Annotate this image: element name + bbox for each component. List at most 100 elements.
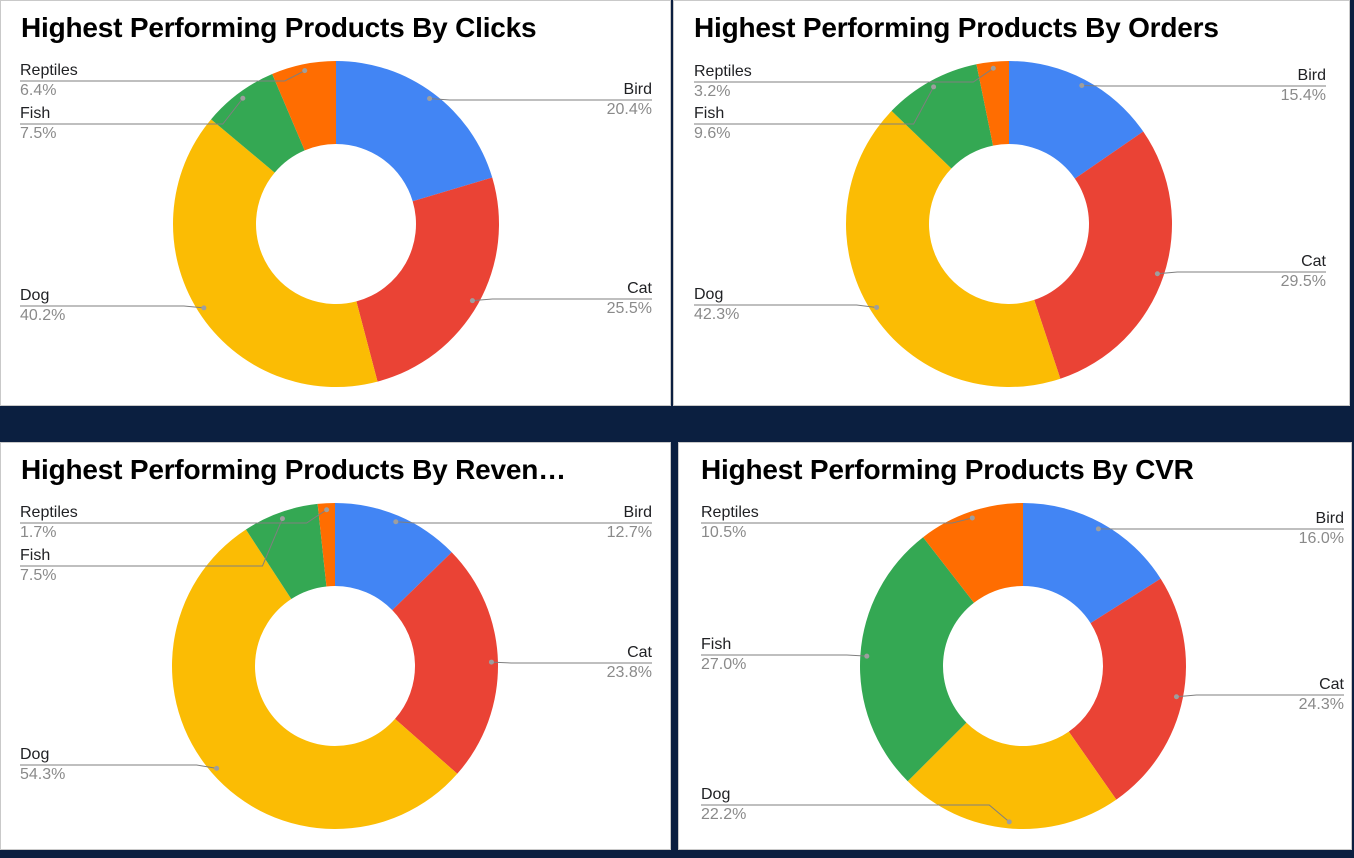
percent-label: 1.7%	[20, 524, 56, 541]
category-label: Dog	[20, 287, 49, 304]
category-label: Dog	[20, 746, 49, 763]
leader-dot	[1095, 526, 1101, 532]
leader-line	[472, 298, 652, 302]
label-reptiles: Reptiles 1.7%	[20, 504, 330, 541]
category-label: Cat	[627, 280, 652, 297]
donut-chart-clicks: Bird 20.4% Cat 25.5% Dog 40.2% Fish 7.5% Reptile…	[20, 61, 653, 388]
leader-line	[20, 509, 327, 524]
label-fish: Fish 27.0%	[701, 636, 870, 673]
category-label: Fish	[694, 105, 724, 122]
chart-title: Highest Performing Products By CVR	[701, 454, 1194, 485]
category-label: Cat	[1301, 253, 1326, 270]
leader-dot	[240, 95, 246, 101]
leader-dot	[279, 516, 285, 522]
leader-dot	[302, 68, 308, 74]
percent-label: 29.5%	[1281, 273, 1326, 290]
category-label: Bird	[624, 504, 652, 521]
category-label: Fish	[20, 105, 50, 122]
leader-dot	[214, 765, 220, 771]
leader-dot	[1079, 82, 1085, 88]
leader-dot	[864, 653, 870, 659]
leader-line	[701, 654, 867, 657]
leader-line	[694, 86, 935, 125]
slice-cat	[356, 177, 500, 382]
leader-dot	[874, 304, 880, 310]
chart-title: Highest Performing Products By Clicks	[21, 12, 537, 43]
label-fish: Fish 7.5%	[20, 516, 285, 584]
label-dog: Dog 22.2%	[701, 786, 1012, 825]
donut-chart-orders: Bird 15.4% Cat 29.5% Dog 42.3% Fish 9.6% Reptile…	[694, 61, 1327, 387]
chart-panel-cvr: Highest Performing Products By CVR Bird 1…	[678, 442, 1352, 850]
slice-bird	[336, 61, 493, 202]
label-fish: Fish 7.5%	[20, 95, 246, 142]
leader-dot	[201, 305, 207, 311]
chart-title: Highest Performing Products By Orders	[694, 12, 1219, 43]
leader-line	[395, 521, 652, 524]
percent-label: 25.5%	[607, 300, 652, 317]
leader-dot	[990, 65, 996, 71]
leader-line	[20, 70, 305, 82]
slice-cat	[392, 552, 498, 774]
label-dog: Dog 54.3%	[20, 746, 220, 783]
label-reptiles: Reptiles 10.5%	[701, 504, 975, 541]
slice-cat	[1034, 131, 1172, 379]
category-label: Bird	[624, 81, 652, 98]
category-label: Dog	[694, 286, 723, 303]
leader-dot	[324, 507, 330, 513]
category-label: Fish	[20, 547, 50, 564]
category-label: Bird	[1298, 67, 1326, 84]
percent-label: 3.2%	[694, 83, 730, 100]
category-label: Reptiles	[20, 504, 78, 521]
leader-line	[20, 764, 217, 769]
label-bird: Bird 15.4%	[1079, 67, 1326, 104]
leader-line	[701, 804, 1010, 823]
percent-label: 22.2%	[701, 806, 746, 823]
label-bird: Bird 12.7%	[393, 504, 652, 541]
slice-fish	[211, 74, 305, 173]
category-label: Cat	[627, 644, 652, 661]
leader-line	[491, 661, 652, 664]
percent-label: 42.3%	[694, 306, 739, 323]
leader-dot	[1173, 694, 1179, 700]
leader-dot	[1006, 819, 1012, 825]
category-label: Fish	[701, 636, 731, 653]
label-dog: Dog 40.2%	[20, 287, 207, 324]
slice-dog	[171, 529, 458, 829]
leader-line	[694, 67, 994, 83]
label-cat: Cat 24.3%	[1173, 676, 1345, 713]
label-cat: Cat 29.5%	[1154, 253, 1327, 290]
percent-label: 40.2%	[20, 307, 65, 324]
slice-fish	[860, 537, 974, 782]
percent-label: 12.7%	[607, 524, 652, 541]
leader-line	[694, 304, 877, 308]
slice-dog	[846, 110, 1061, 387]
chart-panel-clicks: Highest Performing Products By Clicks Bi…	[0, 0, 671, 406]
slice-dog	[173, 119, 378, 388]
leader-line	[1157, 271, 1326, 275]
leader-line	[701, 517, 973, 524]
percent-label: 23.8%	[607, 664, 652, 681]
slice-bird	[335, 503, 452, 611]
label-cat: Cat 23.8%	[488, 644, 653, 681]
category-label: Cat	[1319, 676, 1344, 693]
chart-panel-revenue: Highest Performing Products By Reven… Bi…	[0, 442, 671, 850]
leader-line	[429, 98, 652, 101]
percent-label: 9.6%	[694, 125, 730, 142]
category-label: Reptiles	[694, 63, 752, 80]
slice-reptiles	[976, 61, 1009, 146]
label-bird: Bird 20.4%	[427, 81, 652, 118]
slice-cat	[1068, 578, 1186, 800]
donut-chart-cvr: Bird 16.0% Cat 24.3% Dog 22.2% Fish 27.0% Reptil…	[701, 503, 1345, 829]
slice-dog	[907, 722, 1117, 829]
slice-reptiles	[272, 61, 336, 151]
slice-reptiles	[317, 503, 335, 587]
percent-label: 10.5%	[701, 524, 746, 541]
slice-fish	[245, 503, 327, 599]
label-reptiles: Reptiles 3.2%	[694, 63, 996, 100]
slice-bird	[1009, 61, 1144, 179]
percent-label: 15.4%	[1281, 87, 1326, 104]
category-label: Reptiles	[701, 504, 759, 521]
percent-label: 20.4%	[607, 101, 652, 118]
label-bird: Bird 16.0%	[1095, 510, 1344, 547]
donut-chart-revenue: Bird 12.7% Cat 23.8% Dog 54.3% Fish 7.5% Reptile…	[20, 503, 653, 829]
